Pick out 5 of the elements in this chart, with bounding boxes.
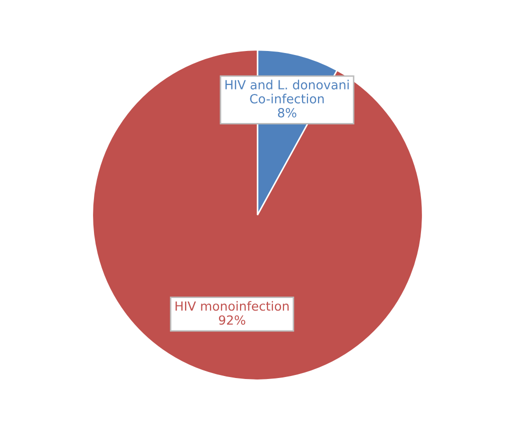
pie-slice xyxy=(92,49,424,381)
data-label: 8% xyxy=(278,108,296,118)
data-label: 92% xyxy=(218,315,246,325)
slice-label: HIV and L. donovani Co-infection xyxy=(225,80,349,104)
slice-label: HIV monoinfection xyxy=(176,301,289,311)
